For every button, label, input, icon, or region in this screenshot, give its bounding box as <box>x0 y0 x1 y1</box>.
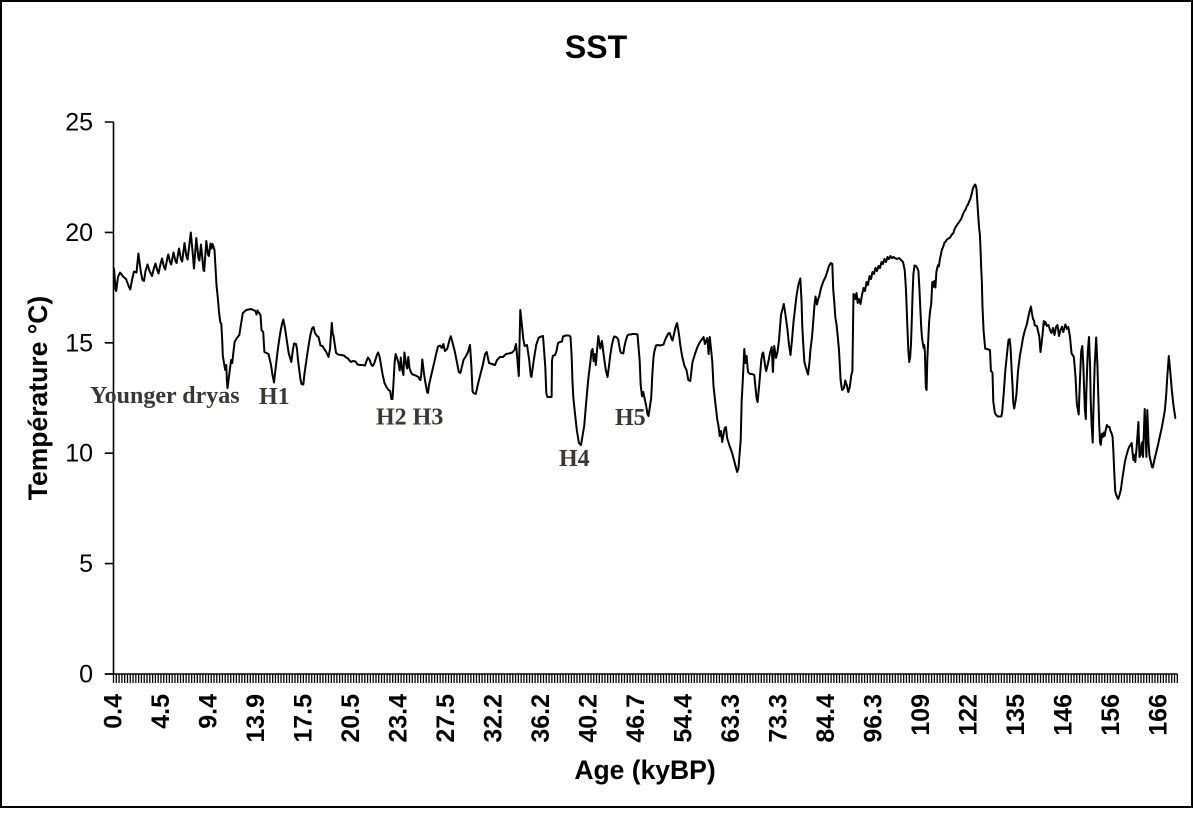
svg-text:54.4: 54.4 <box>669 694 697 743</box>
svg-text:H1: H1 <box>259 384 290 410</box>
svg-text:84.4: 84.4 <box>812 694 840 743</box>
svg-text:40.2: 40.2 <box>574 694 602 743</box>
svg-text:156: 156 <box>1097 694 1125 736</box>
svg-text:Younger dryas: Younger dryas <box>90 383 240 409</box>
svg-text:15: 15 <box>65 329 93 357</box>
svg-text:0.4: 0.4 <box>99 694 127 729</box>
svg-text:4.5: 4.5 <box>147 694 175 729</box>
svg-text:10: 10 <box>65 440 93 468</box>
svg-text:9.4: 9.4 <box>194 694 222 729</box>
svg-text:36.2: 36.2 <box>527 694 555 743</box>
svg-text:166: 166 <box>1144 694 1172 736</box>
svg-text:H4: H4 <box>559 446 590 472</box>
svg-text:27.5: 27.5 <box>432 694 460 743</box>
svg-text:Age (kyBP): Age (kyBP) <box>574 755 715 785</box>
svg-text:135: 135 <box>1002 694 1030 736</box>
svg-text:63.3: 63.3 <box>717 694 745 743</box>
svg-text:13.9: 13.9 <box>242 694 270 743</box>
svg-text:146: 146 <box>1049 694 1077 736</box>
svg-text:23.4: 23.4 <box>384 694 412 743</box>
svg-text:46.7: 46.7 <box>622 694 650 743</box>
svg-text:20: 20 <box>65 219 93 247</box>
svg-text:5: 5 <box>79 550 93 578</box>
svg-text:122: 122 <box>954 694 982 736</box>
svg-text:20.5: 20.5 <box>337 694 365 743</box>
svg-text:Température °C): Température °C) <box>23 296 53 500</box>
svg-text:25: 25 <box>65 109 93 137</box>
svg-text:SST: SST <box>565 29 628 65</box>
svg-text:73.3: 73.3 <box>764 694 792 743</box>
svg-text:H2 H3: H2 H3 <box>376 405 443 431</box>
svg-text:0: 0 <box>79 661 93 689</box>
svg-text:96.3: 96.3 <box>859 694 887 743</box>
svg-text:109: 109 <box>907 694 935 736</box>
svg-text:H5: H5 <box>615 405 646 431</box>
svg-text:32.2: 32.2 <box>479 694 507 743</box>
svg-text:17.5: 17.5 <box>289 694 317 743</box>
